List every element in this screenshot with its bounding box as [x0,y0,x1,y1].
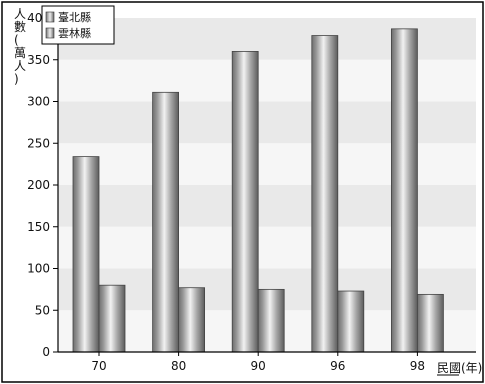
y-tick-label-1: 50 [35,303,50,317]
y-tick-label-2: 100 [27,262,50,276]
legend-label-0: 臺北縣 [58,10,91,24]
bar-s1-c0 [98,284,126,353]
legend-swatch-1 [45,27,55,39]
y-tick-label-4: 200 [27,178,50,192]
x-tick-label-4: 98 [410,359,425,373]
y-tick-label-7: 350 [27,53,50,67]
x-tick-label-0: 70 [91,359,106,373]
y-tick-label-6: 300 [27,95,50,109]
x-tick-label-1: 80 [171,359,186,373]
x-tick-label-3: 96 [330,359,345,373]
bar-s1-c1 [178,287,206,353]
bar-s0-c4 [390,28,418,353]
bar-s0-c1 [152,91,180,353]
bar-s1-c4 [416,293,444,353]
legend-label-1: 雲林縣 [58,26,91,40]
y-tick-label-0: 0 [42,345,50,359]
bar-s1-c3 [337,290,365,353]
bar-s1-c2 [257,288,285,353]
bar-s0-c2 [231,51,259,353]
x-axis: 70 80 90 96 98 [58,351,476,373]
y-axis-title: 人數(萬人) [14,7,26,86]
bar-s0-c3 [311,35,339,353]
legend-swatch-0 [45,11,55,23]
x-axis-title: 民國(年) [437,361,482,375]
y-tick-label-5: 250 [27,136,50,150]
bar-s0-c0 [72,156,100,353]
legend: 臺北縣 雲林縣 [41,5,115,45]
bars [72,28,444,353]
x-tick-label-2: 90 [251,359,266,373]
y-tick-label-3: 150 [27,220,50,234]
